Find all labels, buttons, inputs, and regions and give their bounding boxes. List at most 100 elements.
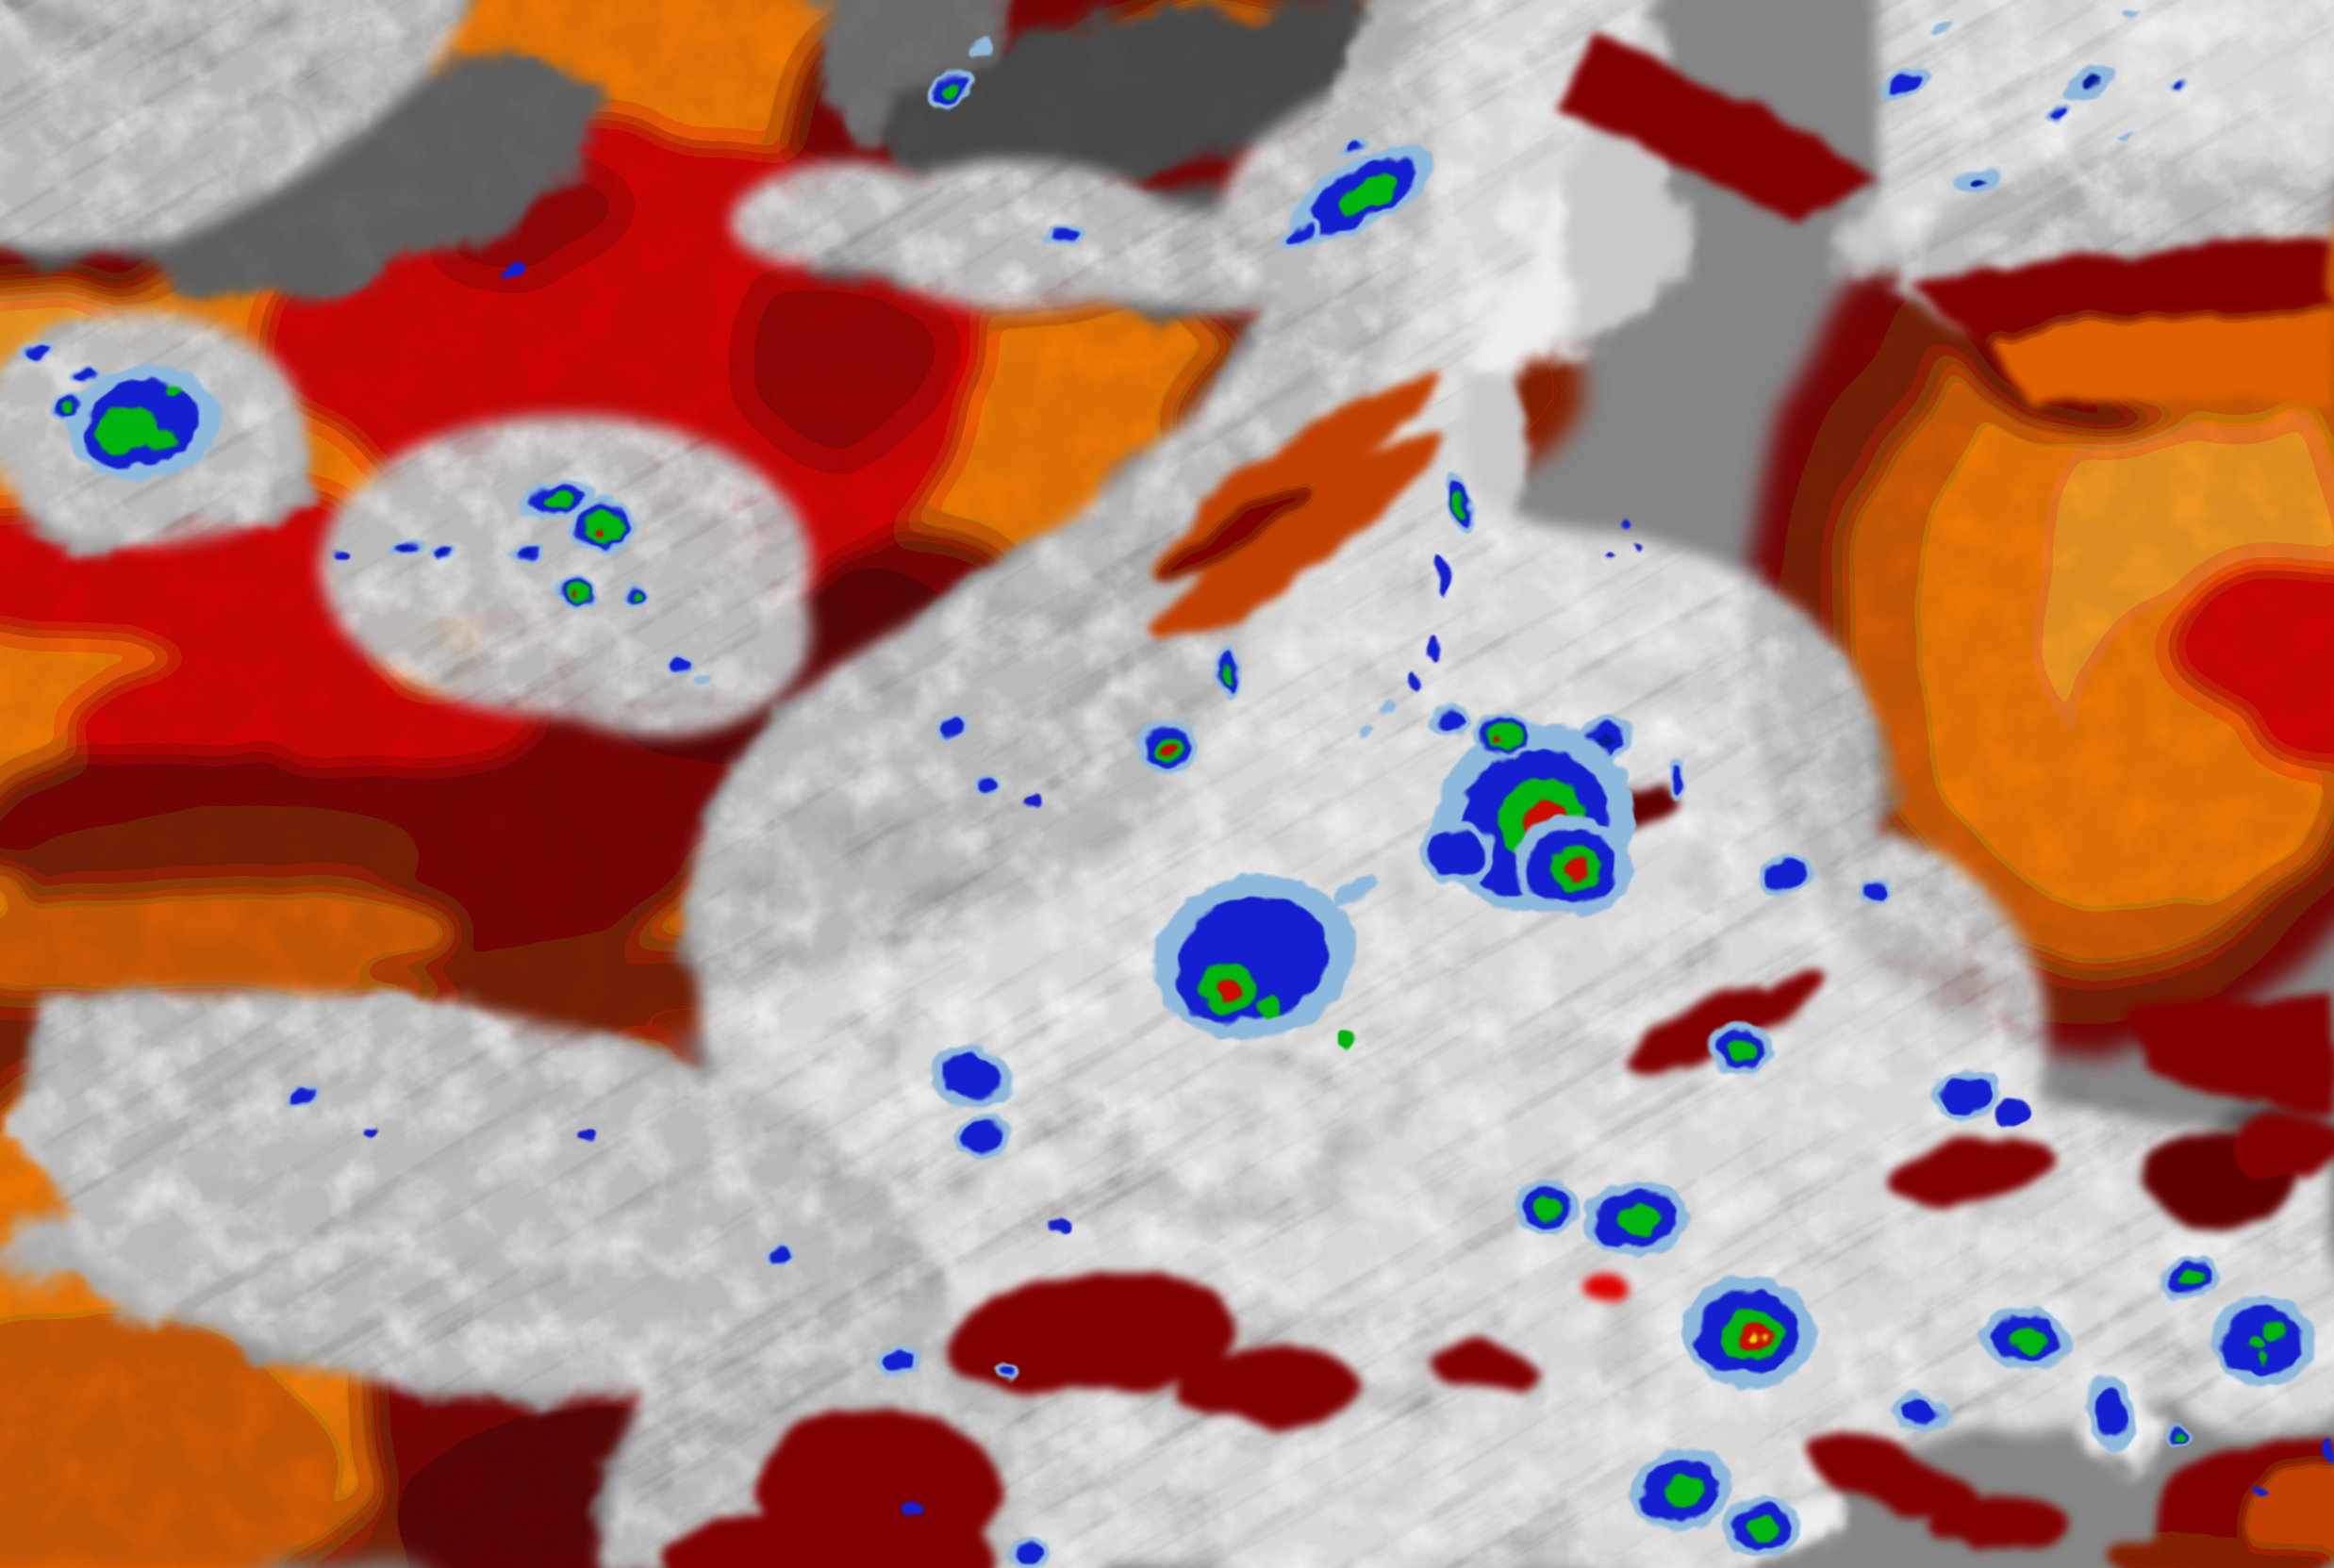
storm-cell-bdash [1634,541,1642,549]
storm-cell-b [767,1245,795,1267]
cell-ring [522,550,534,555]
cell-ring [361,1128,378,1139]
warm-over-patch [2127,996,2334,1113]
cell-ring [2081,76,2099,89]
storm-cell-bg [1446,471,1474,537]
cell-ring [566,580,590,602]
warm-over-patch [1990,317,2334,407]
cell-ring [694,674,711,687]
storm-cell-lb [1333,874,1379,906]
warm-over-blob [1573,1277,1633,1303]
cell-ring [1605,554,1613,562]
cell-ring [1863,881,1890,901]
storm-cell-b2 [1880,66,1929,104]
cell-ring [941,1053,1001,1100]
storm-cell-bgry [1682,1276,1816,1389]
storm-cell-bdash [902,1500,924,1517]
cell-ring [1051,1220,1070,1235]
cell-ring [1344,141,1363,155]
cell-ring [575,1130,594,1143]
storm-cell-bg [2164,1424,2193,1446]
storm-cell-gonly [1256,997,1281,1017]
cell-ring [332,548,347,559]
storm-cell-navy [510,543,546,562]
cell-ring [1162,742,1177,755]
storm-cell-b2 [2045,104,2070,123]
storm-cell-bgr [1515,815,1631,916]
storm-cell-b2 [873,1346,922,1377]
storm-cell-b [935,715,969,741]
storm-cell-bdash [2320,1437,2334,1463]
storm-cell-bg3 [2212,1295,2314,1387]
cell-ring [2120,133,2133,142]
cell-ring [1336,1031,1357,1048]
warm-over-blob [1889,1139,2057,1199]
warm-over-blob [1627,982,1768,1073]
warm-overlay-layer [670,24,2334,1568]
storm-cell-b [72,367,98,384]
cell-ring [25,342,51,359]
cell-ring [1380,703,1397,715]
storm-cell-lb [2124,9,2139,17]
warm-over-blob [1165,479,1306,581]
cell-ring [1338,174,1398,213]
cell-ring [1971,175,1988,186]
storm-cell-bdash [502,264,526,279]
storm-cell-bg [1291,145,1434,241]
storm-cell-lbn [1954,167,2003,195]
storm-cell-bg [2159,1255,2221,1300]
cell-ring [1634,541,1642,549]
storm-cell-gbr [571,499,636,553]
storm-cell-bg [1582,1180,1690,1256]
cell-ring [61,402,76,414]
storm-cell-bg [621,586,648,606]
storm-cell-navy [427,545,455,560]
storm-cell-lb [1358,726,1373,735]
storm-cell-gr [1200,963,1256,1014]
storm-cell-bg [1723,1496,1800,1559]
warm-over-patch [1561,24,1877,222]
storm-cell-bg [1630,1448,1731,1531]
storm-cell-b2 [1667,756,1686,805]
storm-cells-layer [20,9,2334,1568]
storm-cell-bg [928,70,973,109]
cell-ring [940,718,965,737]
cell-ring [979,778,998,793]
storm-cell-bdash [1051,1220,1070,1235]
cell-ring [1427,637,1440,664]
storm-cell-bdash [1427,637,1440,664]
cell-ring [1221,664,1233,687]
cell-ring [1747,1516,1779,1542]
storm-cell-gbr [557,573,597,609]
storm-cell-b2 [1889,1394,1949,1431]
warm-over-blob [1930,1499,2072,1556]
storm-cell-bdash [2253,1487,2264,1496]
cell-ring [571,592,577,598]
cell-ring [2253,1487,2264,1496]
storm-cell-bgr [1135,720,1198,773]
storm-cell-b [1859,877,1895,905]
cell-ring [1933,22,1952,35]
cell-ring [1617,1204,1662,1236]
storm-cell-b [1418,822,1496,884]
cell-ring [1766,860,1808,890]
cell-ring [1622,522,1631,530]
cell-ring [997,1366,1012,1378]
cell-ring [883,1352,913,1371]
cell-ring [1289,226,1314,245]
cell-ring [902,1500,924,1517]
cell-ring [75,370,94,381]
cell-ring [147,427,177,452]
cell-ring [437,550,446,555]
warm-over-blob [2235,1113,2334,1179]
cell-ring [1534,1197,1563,1219]
cell-ring [2248,1337,2265,1353]
cell-ring [943,81,962,98]
cell-ring [1940,1076,1993,1115]
storm-cell-b2 [1429,706,1472,736]
storm-cell-b [20,339,56,362]
storm-cell-bdash [332,548,347,559]
cell-ring [1728,1038,1756,1061]
warm-over-blob [1800,1428,1972,1517]
